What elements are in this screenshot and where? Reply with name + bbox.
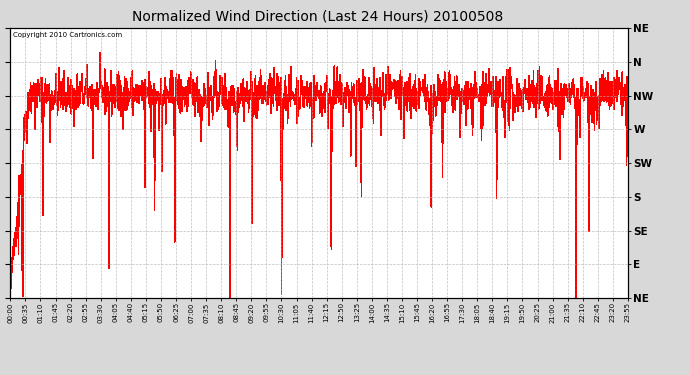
Text: Normalized Wind Direction (Last 24 Hours) 20100508: Normalized Wind Direction (Last 24 Hours… [132, 9, 503, 23]
Text: Copyright 2010 Cartronics.com: Copyright 2010 Cartronics.com [13, 32, 123, 38]
